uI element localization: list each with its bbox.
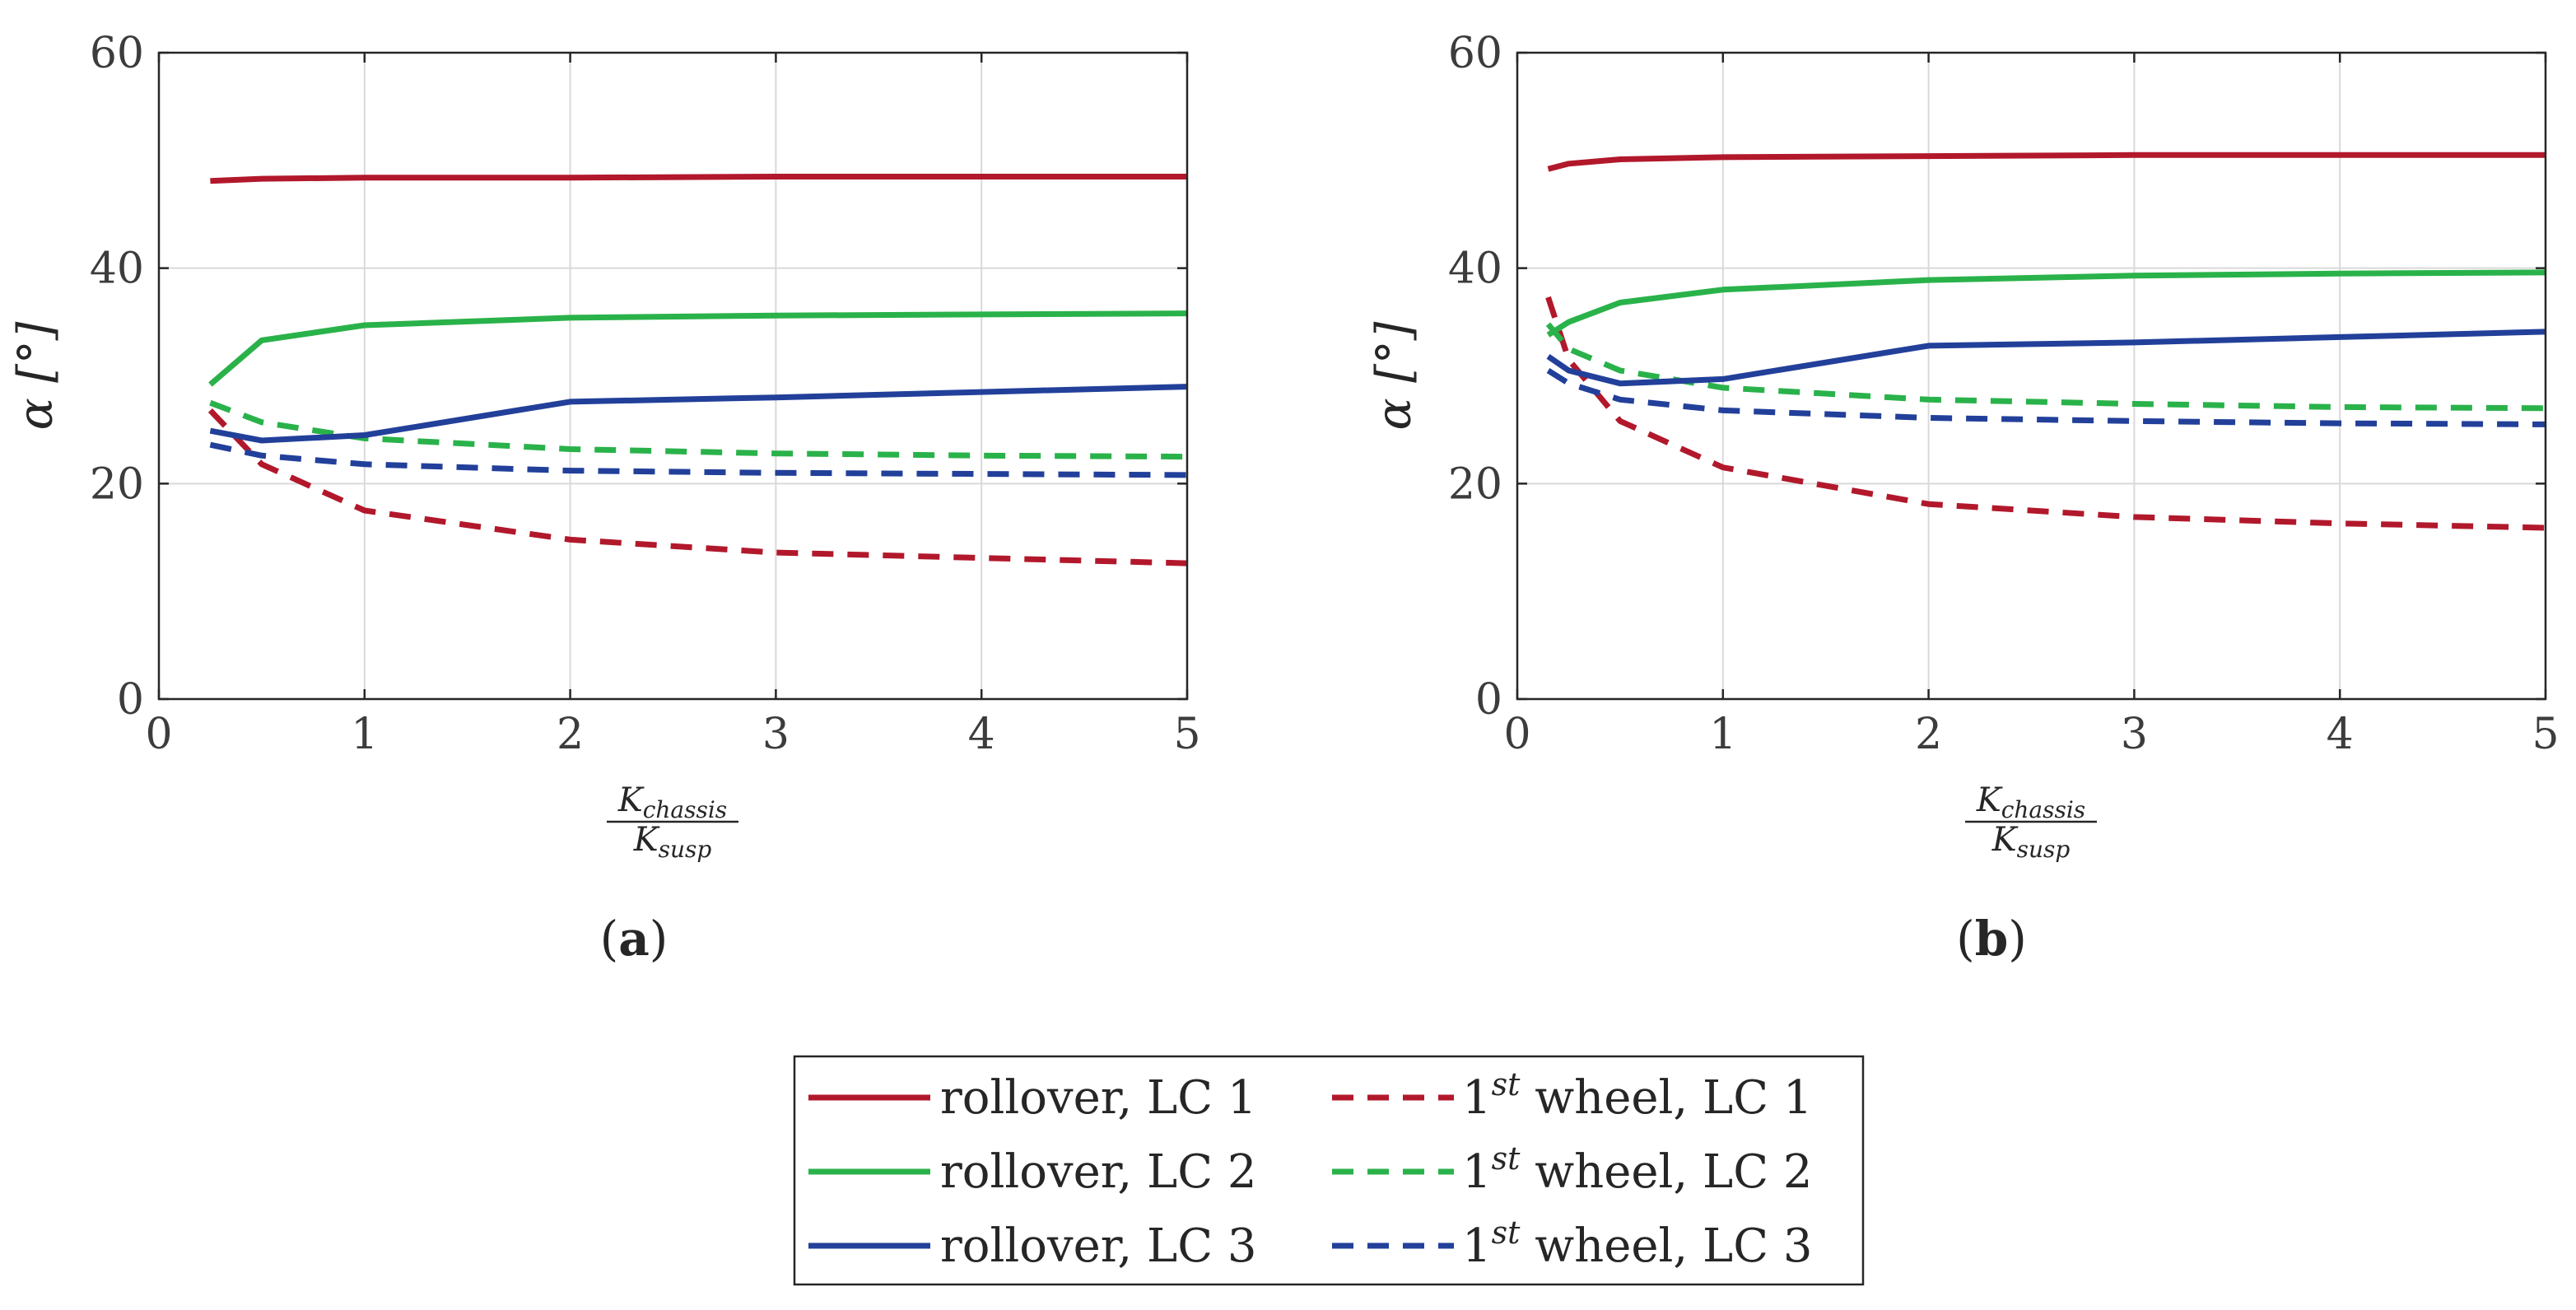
x-label-numerator-b: Kchassis: [1976, 781, 2085, 823]
x-tick-label: 0: [145, 710, 172, 759]
ticks-b: 0 1 2 3 4 5 0 20 40 60: [1448, 29, 2560, 759]
series-line-1st-wheel-lc-2: [209, 399, 1188, 460]
x-tick-label: 5: [1173, 710, 1200, 759]
x-tick-label: 1: [351, 710, 378, 759]
grid-b: [1517, 53, 2546, 699]
series-line-1st-wheel-lc-1: [1545, 296, 2546, 531]
legend-box: [793, 1055, 1865, 1286]
legend-label-rollover-lc1: rollover, LC 1: [940, 1071, 1256, 1125]
x-tick-label: 4: [2327, 710, 2354, 759]
panel-label-a: (a): [600, 911, 668, 967]
x-tick-label: 0: [1503, 710, 1530, 759]
y-tick-label: 60: [1448, 29, 1502, 78]
y-axis-label-a: α [°]: [7, 321, 63, 430]
axes-frame-a: [157, 51, 1189, 701]
panel-b: 0 1 2 3 4 5 0 20 40 60 α [°] Kchassis Ksusp (b): [1366, 29, 2560, 967]
ticks-a: 0 1 2 3 4 5 0 20 40 60: [90, 29, 1201, 759]
series-line-1st-wheel-lc-2: [1545, 322, 2546, 412]
grid-a: [159, 53, 1187, 699]
y-tick-label: 60: [90, 29, 144, 78]
y-axis-label-b: α [°]: [1366, 321, 1422, 430]
series-line-rollover-lc-3: [209, 384, 1188, 444]
x-tick-label: 5: [2532, 710, 2559, 759]
y-tick-label: 20: [1448, 459, 1502, 509]
x-tick-label: 2: [1915, 710, 1942, 759]
axes-frame-b: [1516, 51, 2547, 701]
y-tick-label: 0: [1475, 675, 1502, 725]
panel-label-b: (b): [1956, 911, 2027, 967]
series-a: [207, 174, 1188, 566]
series-line-rollover-lc-2: [208, 310, 1188, 387]
series-b: [1545, 152, 2546, 531]
series-line-1st-wheel-lc-1: [207, 408, 1188, 566]
series-line-rollover-lc-2: [1546, 269, 2546, 338]
x-tick-label: 1: [1709, 710, 1736, 759]
x-tick-label: 3: [2121, 710, 2148, 759]
series-line-rollover-lc-3: [1546, 329, 2546, 387]
y-tick-label: 40: [90, 245, 144, 294]
legend-label-rollover-lc3: rollover, LC 3: [940, 1219, 1256, 1273]
legend-label-first-wheel-lc2: 1st wheel, LC 2: [1462, 1140, 1812, 1199]
legend-label-first-wheel-lc3: 1st wheel, LC 3: [1462, 1214, 1812, 1273]
x-tick-label: 3: [762, 710, 790, 759]
y-tick-label: 0: [117, 675, 144, 725]
y-tick-label: 40: [1448, 245, 1502, 294]
x-tick-label: 4: [968, 710, 995, 759]
x-axis-label-b: Kchassis Ksusp: [1965, 781, 2097, 863]
series-line-rollover-lc-1: [1547, 152, 2546, 172]
x-tick-label: 2: [557, 710, 584, 759]
legend-label-first-wheel-lc1: 1st wheel, LC 1: [1462, 1066, 1812, 1125]
series-line-1st-wheel-lc-3: [209, 441, 1188, 478]
x-label-numerator-a: Kchassis: [617, 781, 727, 823]
x-label-denominator-b: Ksusp: [1991, 821, 2071, 863]
legend-label-rollover-lc2: rollover, LC 2: [940, 1145, 1256, 1199]
y-tick-label: 20: [90, 459, 144, 509]
series-line-1st-wheel-lc-3: [1546, 368, 2546, 427]
legend: rollover, LC 1 1st wheel, LC 1 rollover,…: [793, 1055, 1865, 1286]
series-line-rollover-lc-1: [210, 174, 1187, 184]
panel-a: 0 1 2 3 4 5 0 20 40 60 α [°] Kchassis Ksusp (a): [7, 29, 1201, 967]
x-label-denominator-a: Ksusp: [633, 821, 712, 863]
x-axis-label-a: Kchassis Ksusp: [607, 781, 738, 863]
